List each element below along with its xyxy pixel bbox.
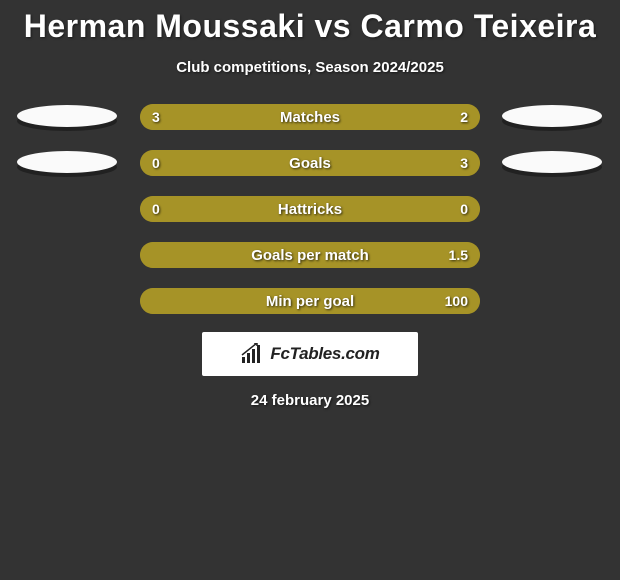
player-right-pad: [500, 150, 605, 176]
bar-left-fill: [140, 150, 198, 176]
stat-right-value: 0: [460, 196, 468, 222]
stat-bar: Goals03: [140, 150, 480, 176]
stat-row: Hattricks00: [0, 196, 620, 222]
bar-left-fill: [140, 196, 310, 222]
player-right-pad: [500, 288, 605, 314]
page-title: Herman Moussaki vs Carmo Teixeira: [0, 8, 620, 45]
player-left-pad: [15, 196, 120, 222]
stat-row: Goals per match1.5: [0, 242, 620, 268]
player-left-pad: [15, 242, 120, 268]
player-left-pad: [15, 150, 120, 176]
stat-right-value: 1.5: [449, 242, 468, 268]
stat-left-value: 0: [152, 196, 160, 222]
player-right-pad: [500, 196, 605, 222]
player-left-pad: [15, 288, 120, 314]
brand-badge[interactable]: FcTables.com: [202, 332, 418, 376]
player-left-pad: [15, 104, 120, 130]
stat-left-value: 0: [152, 150, 160, 176]
stat-bar: Goals per match1.5: [140, 242, 480, 268]
stats-list: Matches32Goals03Hattricks00Goals per mat…: [0, 104, 620, 314]
bar-right-fill: [140, 288, 480, 314]
stat-bar: Min per goal100: [140, 288, 480, 314]
bar-chart-icon: [240, 343, 264, 365]
stat-bar: Hattricks00: [140, 196, 480, 222]
stat-bar: Matches32: [140, 104, 480, 130]
bar-right-fill: [198, 150, 480, 176]
date-label: 24 february 2025: [0, 392, 620, 409]
comparison-card: Herman Moussaki vs Carmo Teixeira Club c…: [0, 0, 620, 409]
bar-right-fill: [140, 242, 480, 268]
stat-row: Matches32: [0, 104, 620, 130]
stat-right-value: 3: [460, 150, 468, 176]
player-right-pad: [500, 242, 605, 268]
bar-left-fill: [140, 104, 344, 130]
player-right-pad: [500, 104, 605, 130]
subtitle: Club competitions, Season 2024/2025: [0, 59, 620, 76]
stat-right-value: 100: [445, 288, 468, 314]
bar-right-fill: [310, 196, 480, 222]
stat-left-value: 3: [152, 104, 160, 130]
stat-row: Min per goal100: [0, 288, 620, 314]
brand-label: FcTables.com: [270, 344, 379, 364]
stat-right-value: 2: [460, 104, 468, 130]
stat-row: Goals03: [0, 150, 620, 176]
